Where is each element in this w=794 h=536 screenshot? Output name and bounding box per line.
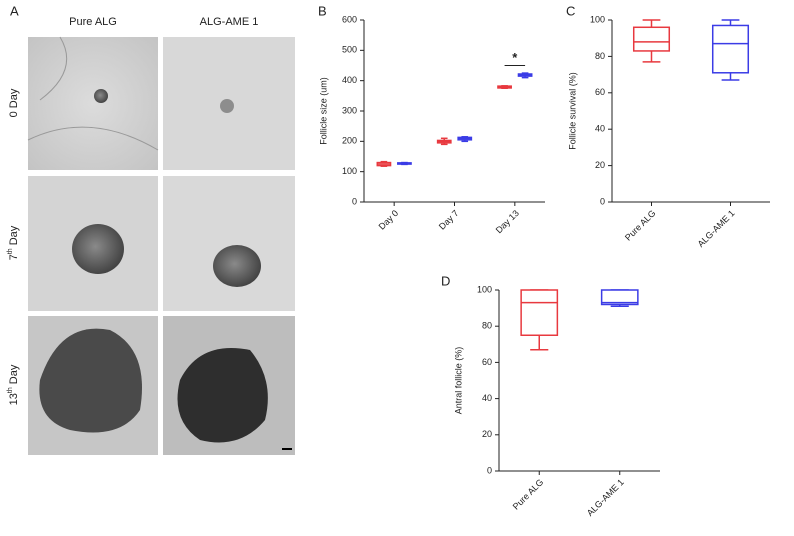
panel-label: D [441,273,450,288]
y-tick-label: 40 [595,124,605,134]
y-axis-label: Antral follicle (%) [453,347,463,415]
y-tick-label: 500 [342,45,357,55]
micrographs [27,36,295,455]
annotation: * [512,50,518,65]
y-tick-label: 80 [595,51,605,61]
panel-label: C [566,3,575,18]
y-tick-label: 100 [590,14,605,24]
box [711,24,750,74]
y-axis-label: Follicle size (um) [318,77,328,145]
row-label: 13th Day [7,364,20,405]
y-tick-label: 200 [342,136,357,146]
y-tick-label: 20 [595,160,605,170]
y-axis-label: Follicle survival (%) [567,72,577,150]
x-tick-label: Pure ALG [511,477,546,512]
row-label-part: 0 Day [8,88,20,117]
y-tick-label: 0 [352,196,357,206]
y-tick-label: 400 [342,75,357,85]
y-tick-label: 0 [600,196,605,206]
y-tick-label: 0 [487,465,492,475]
y-tick-label: 60 [482,357,492,367]
row-label-part: 7 [8,254,20,260]
column-label: Pure ALG [69,16,117,28]
row-label-part: Day [8,364,20,387]
x-tick-label: Day 0 [377,208,401,232]
y-tick-label: 600 [342,14,357,24]
x-tick-label: ALG-AME 1 [585,477,626,518]
y-tick-label: 100 [477,284,492,294]
x-tick-label: ALG-AME 1 [696,208,737,249]
box [632,26,671,52]
y-tick-label: 100 [342,166,357,176]
panel-label: A [10,3,19,18]
row-label-part: th [7,248,14,254]
row-label: 0 Day [8,88,20,117]
x-tick-label: Day 13 [494,208,521,235]
box [600,289,639,306]
row-label-part: 13 [8,393,20,405]
column-label: ALG-AME 1 [200,16,259,28]
y-tick-label: 20 [482,429,492,439]
y-tick-label: 300 [342,105,357,115]
y-tick-label: 80 [482,321,492,331]
y-tick-label: 60 [595,87,605,97]
y-tick-label: 40 [482,393,492,403]
panel-label: B [318,3,327,18]
x-tick-label: Pure ALG [623,208,658,243]
x-tick-label: Day 7 [437,208,461,232]
row-label-part: Day [8,225,20,248]
row-label: 7th Day [7,225,20,260]
row-label-part: th [7,387,14,393]
box [520,289,559,336]
